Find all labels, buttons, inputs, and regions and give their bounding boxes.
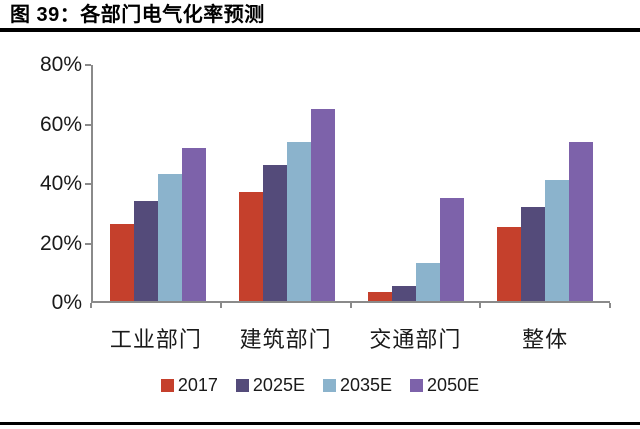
chart-legend: 2017 2025E 2035E 2050E xyxy=(0,376,640,394)
y-axis-label-20pct: 20% xyxy=(39,231,82,255)
bar-2025E-整体 xyxy=(521,207,546,301)
legend-label-2050E: 2050E xyxy=(427,375,480,395)
y-axis-label-40pct: 40% xyxy=(39,172,82,195)
y-axis-label-0pct: 0% xyxy=(51,291,82,314)
y-axis-label-80pct: 80% xyxy=(39,53,82,76)
bar-2025E-交通部门 xyxy=(392,286,417,301)
bar-2017-工业部门 xyxy=(109,224,134,301)
legend-marker-2035E xyxy=(322,378,336,392)
legend-item-2025E: 2025E xyxy=(235,375,305,395)
title-rule xyxy=(0,28,640,32)
legend-item-2035E: 2035E xyxy=(322,375,393,395)
x-axis-label-工业部门: 工业部门 xyxy=(109,327,202,352)
bar-group-交通部门 xyxy=(352,65,481,301)
bar-2035E-交通部门 xyxy=(416,263,441,301)
x-axis-label-交通部门: 交通部门 xyxy=(369,327,462,352)
x-axis-label-建筑部门: 建筑部门 xyxy=(239,327,332,352)
bar-2035E-工业部门 xyxy=(157,174,182,301)
y-axis-tick xyxy=(85,183,91,185)
legend-label-2025E: 2025E xyxy=(252,375,305,395)
bar-2050E-建筑部门 xyxy=(310,109,335,301)
legend-item-2017: 2017 xyxy=(160,375,218,395)
y-axis-tick xyxy=(85,242,91,245)
x-axis-tick xyxy=(479,303,482,308)
bar-group-整体 xyxy=(481,65,610,301)
y-axis-label-60pct: 60% xyxy=(39,112,82,136)
bar-group-工业部门 xyxy=(93,65,222,301)
x-axis-tick xyxy=(609,303,611,308)
legend-marker-2050E xyxy=(410,378,424,392)
figure-title: 图 39：各部门电气化率预测 xyxy=(10,4,265,26)
x-axis-labels: 工业部门 建筑部门 交通部门 整体 xyxy=(91,322,610,354)
bar-2050E-交通部门 xyxy=(440,198,465,301)
x-axis-tick xyxy=(90,303,92,308)
bottom-rule xyxy=(0,422,640,425)
bar-2050E-整体 xyxy=(569,142,594,301)
legend-item-2050E: 2050E xyxy=(410,376,479,394)
plot-area xyxy=(91,65,610,303)
legend-label-2017: 2017 xyxy=(177,375,218,395)
bar-group-建筑部门 xyxy=(222,65,351,301)
bar-2035E-整体 xyxy=(545,180,570,301)
bar-2017-交通部门 xyxy=(368,292,393,301)
bar-2050E-工业部门 xyxy=(181,148,206,301)
legend-marker-2025E xyxy=(235,378,249,392)
x-axis-tick xyxy=(349,303,352,308)
legend-marker-2017 xyxy=(160,378,174,392)
y-axis-tick xyxy=(85,123,91,126)
bar-2017-整体 xyxy=(497,227,522,301)
bar-2017-建筑部门 xyxy=(238,192,263,301)
legend-label-2035E: 2035E xyxy=(339,375,393,395)
y-axis-tick xyxy=(85,64,91,66)
bar-2025E-建筑部门 xyxy=(262,165,287,301)
x-axis-label-整体: 整体 xyxy=(522,327,569,352)
bar-2025E-工业部门 xyxy=(133,201,158,301)
x-axis-tick xyxy=(219,303,222,308)
bar-2035E-建筑部门 xyxy=(286,142,311,301)
